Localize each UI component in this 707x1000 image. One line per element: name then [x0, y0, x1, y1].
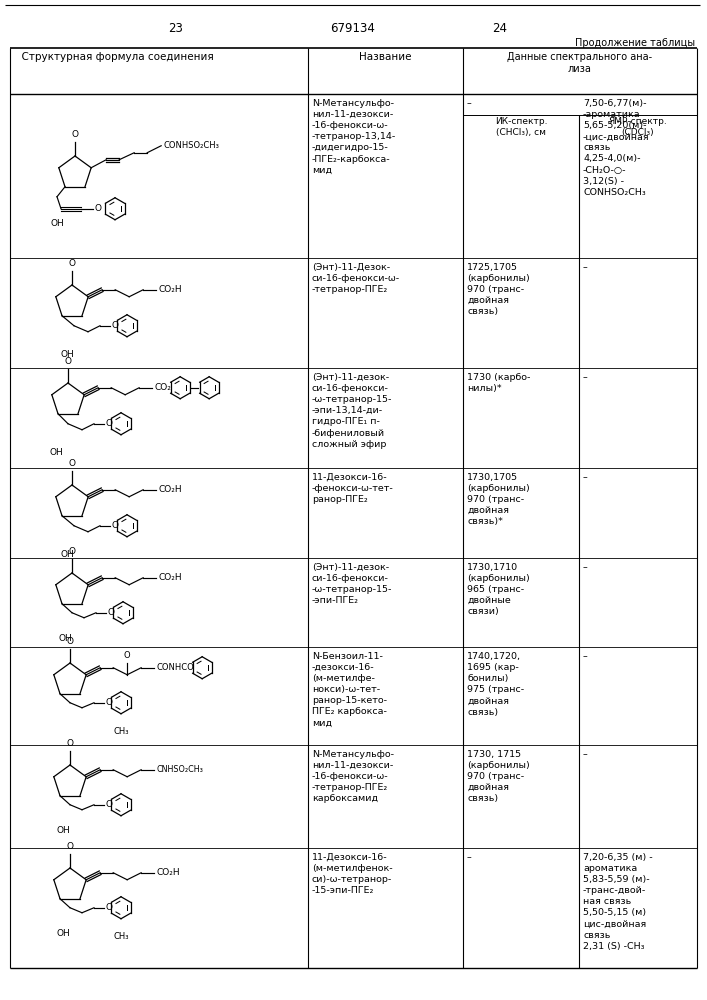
Text: O: O [66, 842, 74, 851]
Text: 11-Дезокси-16-
-фенокси-ω-тет-
ранор-ПГЕ₂: 11-Дезокси-16- -фенокси-ω-тет- ранор-ПГЕ… [312, 473, 394, 504]
Text: O: O [105, 419, 112, 428]
Text: CO₂H: CO₂H [158, 285, 182, 294]
Text: ЯМР-спектр.
(CDCl₃): ЯМР-спектр. (CDCl₃) [609, 117, 667, 137]
Text: –: – [583, 563, 588, 572]
Text: N-Метансульфо-
нил-11-дезокси-
-16-фенокси-ω-
-тетранор-13,14-
-дидегидро-15-
-П: N-Метансульфо- нил-11-дезокси- -16-фенок… [312, 99, 396, 175]
Text: ИК-спектр.
(CHCl₃), см: ИК-спектр. (CHCl₃), см [495, 117, 547, 137]
Text: OH: OH [56, 826, 70, 835]
Text: OH: OH [49, 448, 63, 457]
Text: O: O [71, 130, 78, 139]
Text: 679134: 679134 [331, 22, 375, 35]
Text: OH: OH [58, 634, 72, 643]
Text: O: O [69, 259, 76, 268]
Text: O: O [105, 698, 112, 707]
Text: O: O [105, 800, 112, 809]
Text: –: – [583, 373, 588, 382]
Text: O: O [107, 608, 114, 617]
Text: 7,50-6,77(м)-
-ароматика
5,65-5,20(м)-
-цис-двойная
связь
4,25-4,0(м)-
-CH₂O-○-
: 7,50-6,77(м)- -ароматика 5,65-5,20(м)- -… [583, 99, 650, 197]
Text: Структурная формула соединения: Структурная формула соединения [15, 52, 214, 62]
Text: 11-Дезокси-16-
(м-метилфенок-
си)-ω-тетранор-
-15-эпи-ПГЕ₂: 11-Дезокси-16- (м-метилфенок- си)-ω-тетр… [312, 853, 392, 895]
Text: O: O [64, 357, 71, 366]
Text: Данные спектрального ана-
лиза: Данные спектрального ана- лиза [508, 52, 653, 74]
Text: N-Метансульфо-
нил-11-дезокси-
-16-фенокси-ω-
-тетранор-ПГЕ₂
карбоксамид: N-Метансульфо- нил-11-дезокси- -16-фенок… [312, 750, 394, 803]
Text: 1730, 1715
(карбонилы)
970 (транс-
двойная
связь): 1730, 1715 (карбонилы) 970 (транс- двойн… [467, 750, 530, 803]
Text: (Энт)-11-дезок-
си-16-фенокси-
-ω-тетранор-15-
-эпи-13,14-ди-
гидро-ПГЕ₁ п-
-биф: (Энт)-11-дезок- си-16-фенокси- -ω-тетран… [312, 373, 392, 449]
Text: 1730 (карбо-
нилы)*: 1730 (карбо- нилы)* [467, 373, 530, 393]
Text: Название: Название [358, 52, 411, 62]
Text: OH: OH [50, 219, 64, 228]
Text: O: O [69, 547, 76, 556]
Text: CO₂H: CO₂H [158, 573, 182, 582]
Text: 1725,1705
(карбонилы)
970 (транс-
двойная
связь): 1725,1705 (карбонилы) 970 (транс- двойна… [467, 263, 530, 316]
Text: CO₂H: CO₂H [156, 868, 180, 877]
Text: –: – [583, 263, 588, 272]
Text: 24: 24 [493, 22, 508, 35]
Text: –: – [583, 750, 588, 759]
Text: OH: OH [60, 350, 74, 359]
Text: O: O [66, 637, 74, 646]
Text: OH: OH [60, 550, 74, 559]
Text: CH₃: CH₃ [113, 727, 129, 736]
Text: (Энт)-11-дезок-
си-16-фенокси-
-ω-тетранор-15-
-эпи-ПГЕ₂: (Энт)-11-дезок- си-16-фенокси- -ω-тетран… [312, 563, 392, 605]
Text: O: O [105, 903, 112, 912]
Text: O: O [124, 651, 131, 660]
Text: –: – [467, 99, 472, 108]
Text: –: – [467, 853, 472, 862]
Text: 7,20-6,35 (м) -
ароматика
5,83-5,59 (м)-
-транс-двой-
ная связь
5,50-5,15 (м)
ци: 7,20-6,35 (м) - ароматика 5,83-5,59 (м)-… [583, 853, 653, 951]
Text: CNHSO₂CH₃: CNHSO₂CH₃ [156, 765, 203, 774]
Text: CONHSO₂CH₃: CONHSO₂CH₃ [163, 141, 219, 150]
Text: CO₂H: CO₂H [158, 485, 182, 494]
Text: O: O [111, 521, 118, 530]
Text: 1730,1705
(карбонилы)
970 (транс-
двойная
связь)*: 1730,1705 (карбонилы) 970 (транс- двойна… [467, 473, 530, 526]
Text: CO₂: CO₂ [154, 383, 171, 392]
Text: CH₃: CH₃ [113, 932, 129, 941]
Text: O: O [66, 739, 74, 748]
Text: Продолжение таблицы: Продолжение таблицы [575, 38, 695, 48]
Text: 1730,1710
(карбонилы)
965 (транс-
двойные
связи): 1730,1710 (карбонилы) 965 (транс- двойны… [467, 563, 530, 616]
Text: O: O [94, 204, 101, 213]
Text: OH: OH [56, 929, 70, 938]
Text: –: – [583, 473, 588, 482]
Text: –: – [583, 652, 588, 661]
Text: O: O [111, 321, 118, 330]
Text: 23: 23 [168, 22, 183, 35]
Text: CONHCO: CONHCO [156, 663, 194, 672]
Text: N-Бензоил-11-
-дезокси-16-
(м-метилфе-
нокси)-ω-тет-
ранор-15-кето-
ПГЕ₂ карбокс: N-Бензоил-11- -дезокси-16- (м-метилфе- н… [312, 652, 387, 728]
Text: 1740,1720,
1695 (кар-
бонилы)
975 (транс-
двойная
связь): 1740,1720, 1695 (кар- бонилы) 975 (транс… [467, 652, 524, 716]
Text: O: O [69, 459, 76, 468]
Text: (Энт)-11-Дезок-
си-16-фенокси-ω-
-тетранор-ПГЕ₂: (Энт)-11-Дезок- си-16-фенокси-ω- -тетран… [312, 263, 400, 294]
